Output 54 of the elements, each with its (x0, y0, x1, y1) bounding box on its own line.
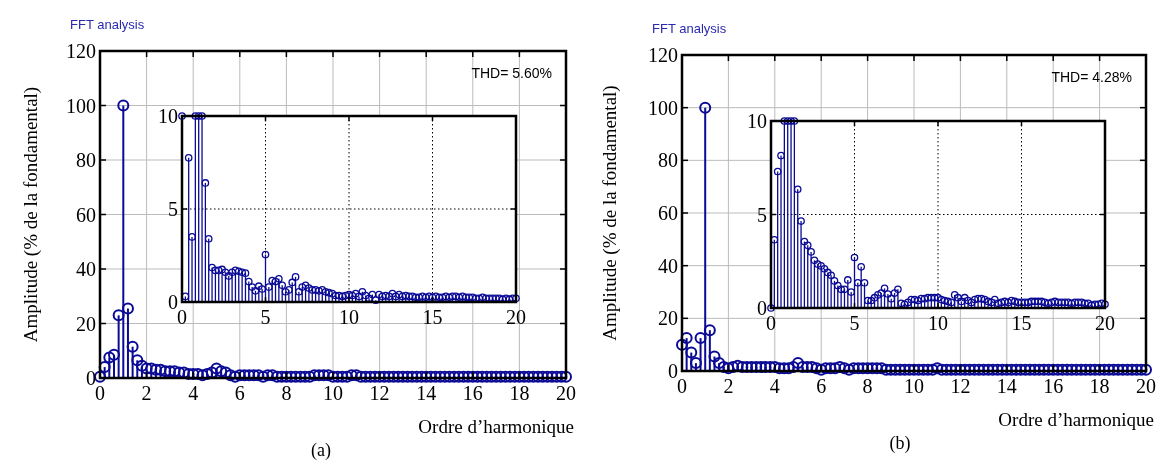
x-tick-label: 5 (260, 306, 271, 328)
x-tick-label: 8 (281, 382, 292, 404)
x-tick-label: 20 (1136, 375, 1156, 397)
x-tick-label: 5 (849, 312, 860, 334)
x-tick-label: 6 (816, 375, 827, 397)
y-axis-title: Amplitude (% de la fondamental) (598, 85, 621, 341)
x-tick-label: 15 (1011, 312, 1032, 334)
y-tick-label: 0 (668, 360, 678, 382)
annotation: THD= 5.60% (471, 65, 552, 81)
y-tick-label: 0 (168, 291, 178, 313)
x-tick-label: 18 (1089, 375, 1110, 397)
x-tick-label: 15 (422, 306, 443, 328)
y-tick-label: 10 (158, 105, 178, 127)
y-tick-label: 80 (76, 149, 96, 171)
x-tick-label: 10 (323, 382, 343, 404)
x-tick-label: 20 (1095, 312, 1115, 334)
y-tick-label: 60 (76, 203, 96, 226)
annotation: THD= 4.28% (1051, 69, 1132, 85)
y-tick-label: 100 (648, 96, 678, 119)
x-tick-label: 10 (339, 306, 359, 328)
text: (b) (889, 433, 911, 454)
y-tick-label: 120 (648, 44, 678, 66)
x-tick-label: 4 (188, 382, 199, 404)
y-tick-label: 40 (76, 258, 96, 280)
y-tick-label: 10 (747, 110, 767, 132)
x-tick-label: 12 (369, 382, 390, 404)
x-tick-label: 18 (509, 382, 530, 404)
x-tick-label: 10 (928, 312, 948, 334)
x-axis-title: Ordre d’harmonique (418, 416, 574, 437)
y-tick-label: 80 (658, 149, 678, 172)
text: (a) (311, 440, 331, 461)
x-tick-label: 6 (234, 382, 245, 404)
x-tick-label: 20 (506, 306, 526, 328)
y-tick-label: 40 (658, 254, 678, 277)
chart-title: FFT analysis (652, 21, 727, 36)
x-tick-label: 16 (462, 382, 483, 404)
x-tick-label: 16 (1043, 375, 1064, 397)
y-tick-label: 60 (658, 202, 678, 224)
chart-title: FFT analysis (70, 17, 145, 32)
x-tick-label: 20 (556, 382, 576, 404)
y-tick-label: 120 (66, 40, 96, 62)
x-tick-label: 4 (769, 375, 780, 397)
x-tick-label: 10 (904, 375, 924, 397)
x-tick-label: 14 (416, 382, 437, 404)
x-tick-label: 2 (723, 375, 734, 397)
x-tick-label: 2 (141, 382, 152, 404)
y-tick-label: 5 (757, 203, 767, 226)
y-tick-label: 5 (168, 198, 178, 220)
y-axis-title: Amplitude (% de la fondamental) (19, 86, 42, 343)
y-tick-label: 100 (66, 94, 96, 117)
x-tick-label: 8 (862, 375, 873, 397)
x-tick-label: 14 (996, 375, 1017, 397)
x-axis-title: Ordre d’harmonique (998, 409, 1154, 430)
x-tick-label: 12 (950, 375, 971, 397)
